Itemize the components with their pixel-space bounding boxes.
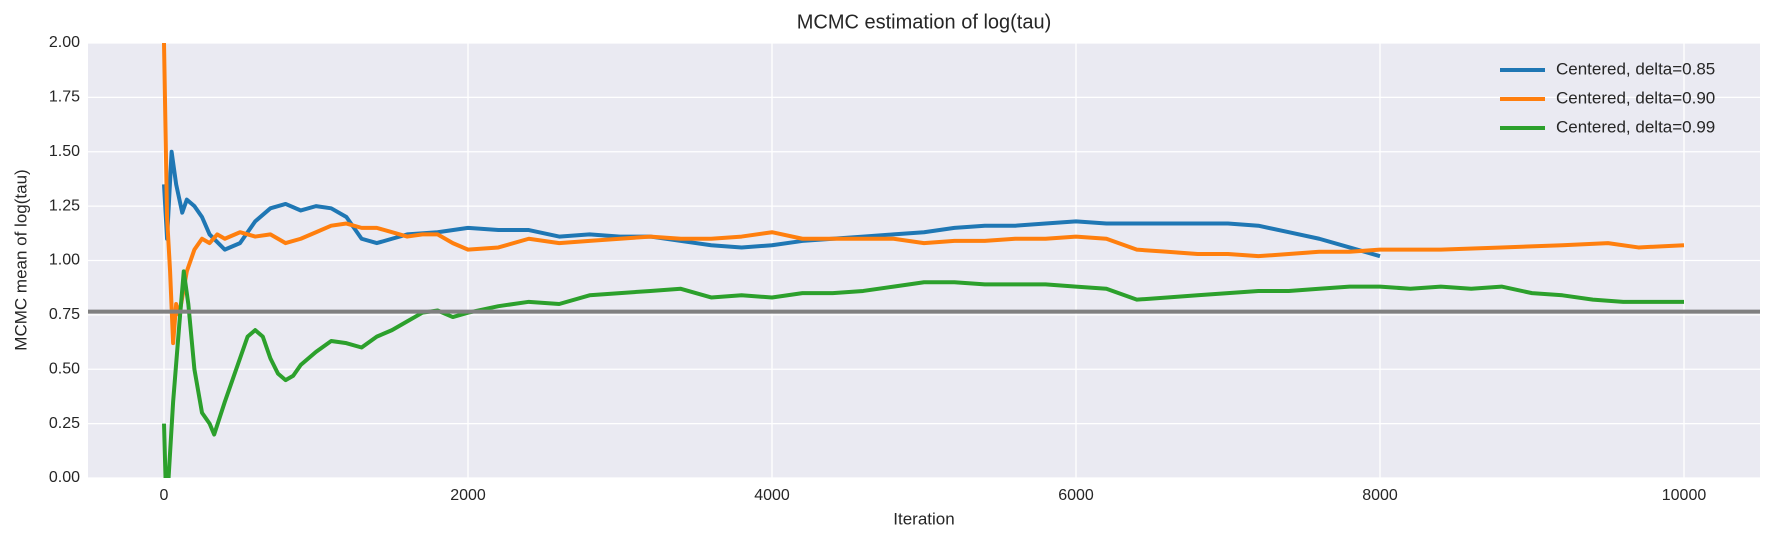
y-tick-label: 0.25 xyxy=(49,415,80,432)
x-tick-label: 6000 xyxy=(1058,487,1094,504)
y-tick-label: 1.50 xyxy=(49,143,80,160)
y-axis-label: MCMC mean of log(tau) xyxy=(11,169,30,350)
legend: Centered, delta=0.85 Centered, delta=0.90… xyxy=(1500,59,1715,136)
x-tick-label: 8000 xyxy=(1362,487,1398,504)
legend-label: Centered, delta=0.90 xyxy=(1556,88,1715,107)
y-tick-label: 1.00 xyxy=(49,252,80,269)
x-axis-label: Iteration xyxy=(893,509,954,528)
y-tick-label: 1.25 xyxy=(49,197,80,214)
x-tick-label: 0 xyxy=(160,487,169,504)
x-tick-label: 2000 xyxy=(450,487,486,504)
grid xyxy=(88,42,1760,479)
legend-label: Centered, delta=0.85 xyxy=(1556,59,1715,78)
series-line xyxy=(162,43,1685,346)
y-tick-label: 0.00 xyxy=(49,469,80,486)
chart-title: MCMC estimation of log(tau) xyxy=(797,11,1052,33)
y-tick-label: 0.75 xyxy=(49,306,80,323)
y-tick-label: 1.75 xyxy=(49,89,80,106)
y-tick-label: 0.50 xyxy=(49,360,80,377)
series-line xyxy=(162,149,1381,259)
labels: 0.00 0.25 0.50 0.75 1.00 1.25 1.50 1.75 2.00 0 200… xyxy=(49,34,1706,504)
x-tick-label: 4000 xyxy=(754,487,790,504)
lines xyxy=(88,43,1760,478)
x-tick-label: 10000 xyxy=(1662,487,1707,504)
legend-label: Centered, delta=0.99 xyxy=(1556,117,1715,136)
series-line xyxy=(162,269,1684,478)
y-tick-label: 2.00 xyxy=(49,34,80,51)
